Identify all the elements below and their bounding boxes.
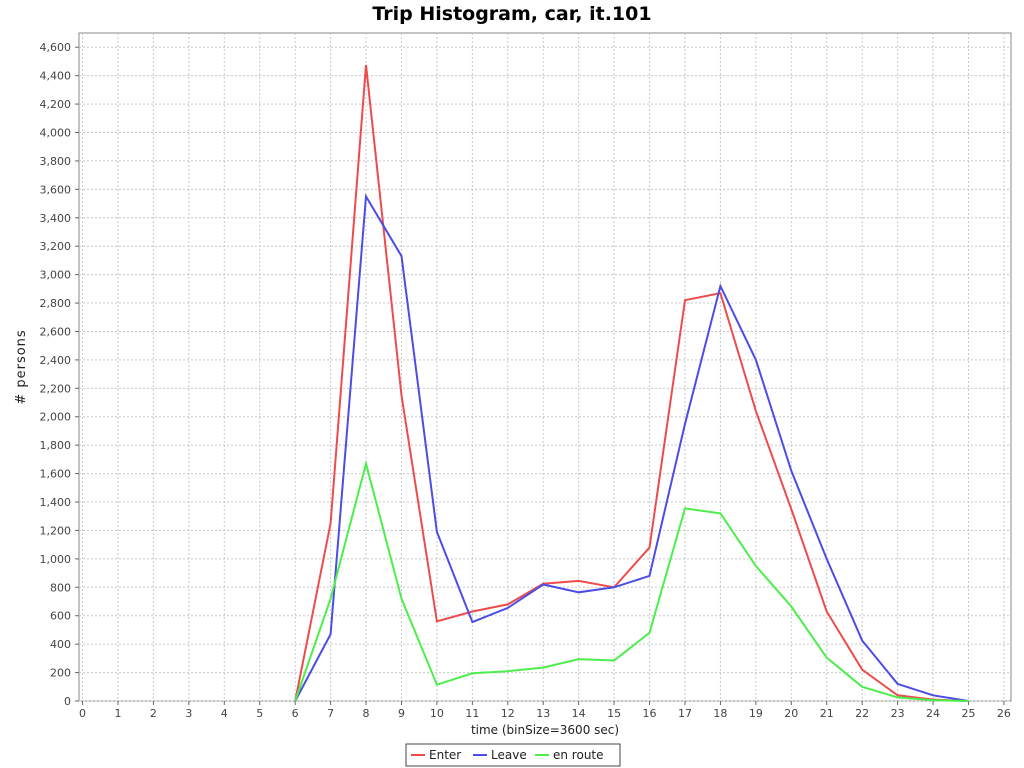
legend-label-leave: Leave bbox=[491, 748, 527, 762]
y-tick-label: 800 bbox=[50, 581, 71, 594]
x-tick-label: 5 bbox=[256, 707, 263, 720]
x-tick-label: 18 bbox=[713, 707, 727, 720]
y-tick-label: 2,800 bbox=[40, 297, 72, 310]
x-tick-label: 6 bbox=[292, 707, 299, 720]
y-tick-label: 3,800 bbox=[40, 155, 72, 168]
y-tick-label: 600 bbox=[50, 610, 71, 623]
series-line-enter bbox=[294, 64, 969, 702]
x-tick-label: 12 bbox=[501, 707, 515, 720]
x-tick-label: 4 bbox=[221, 707, 228, 720]
series-line-en-route bbox=[294, 459, 969, 702]
x-tick-label: 15 bbox=[607, 707, 621, 720]
y-tick-label: 1,400 bbox=[40, 496, 72, 509]
y-tick-label: 1,800 bbox=[40, 439, 72, 452]
y-tick-label: 3,000 bbox=[40, 269, 72, 282]
series-lines bbox=[294, 64, 969, 702]
y-tick-label: 1,200 bbox=[40, 524, 72, 537]
x-tick-label: 1 bbox=[114, 707, 121, 720]
y-tick-label: 2,200 bbox=[40, 382, 72, 395]
x-tick-label: 20 bbox=[784, 707, 798, 720]
y-tick-label: 200 bbox=[50, 667, 71, 680]
x-tick-label: 3 bbox=[185, 707, 192, 720]
x-tick-label: 7 bbox=[327, 707, 334, 720]
y-tick-label: 4,000 bbox=[40, 126, 72, 139]
legend-frame bbox=[405, 743, 621, 767]
y-tick-label: 3,400 bbox=[40, 212, 72, 225]
y-tick-label: 2,400 bbox=[40, 354, 72, 367]
y-tick-label: 400 bbox=[50, 638, 71, 651]
x-tick-label: 17 bbox=[678, 707, 692, 720]
y-tick-label: 2,000 bbox=[40, 411, 72, 424]
y-tick-label: 3,600 bbox=[40, 183, 72, 196]
y-tick-label: 1,000 bbox=[40, 553, 72, 566]
x-tick-label: 0 bbox=[79, 707, 86, 720]
y-tick-label: 3,200 bbox=[40, 240, 72, 253]
x-tick-label: 9 bbox=[398, 707, 405, 720]
x-tick-label: 10 bbox=[430, 707, 444, 720]
y-tick-label: 4,200 bbox=[40, 98, 72, 111]
y-tick-label: 1,600 bbox=[40, 468, 72, 481]
legend: Enter Leave en route bbox=[405, 743, 621, 767]
y-tick-label: 4,400 bbox=[40, 70, 72, 83]
y-tick-label: 4,600 bbox=[40, 41, 72, 54]
x-tick-label: 13 bbox=[536, 707, 550, 720]
x-tick-label: 24 bbox=[926, 707, 940, 720]
x-tick-label: 2 bbox=[150, 707, 157, 720]
x-tick-label: 22 bbox=[855, 707, 869, 720]
x-tick-label: 25 bbox=[961, 707, 975, 720]
series-line-leave bbox=[294, 193, 969, 702]
grid-lines bbox=[79, 33, 1011, 702]
y-axis-label: # persons bbox=[14, 329, 29, 404]
legend-label-en-route: en route bbox=[553, 748, 604, 762]
x-tick-label: 21 bbox=[820, 707, 834, 720]
x-tick-label: 19 bbox=[749, 707, 763, 720]
x-tick-label: 14 bbox=[572, 707, 586, 720]
x-tick-label: 23 bbox=[891, 707, 905, 720]
axes: 0 1 2 3 4 5 6 7 8 9 10 11 12 13 14 15 16 17 18 19 20 21 22 23 24… bbox=[40, 41, 1011, 720]
x-tick-label: 26 bbox=[997, 707, 1011, 720]
chart-title: Trip Histogram, car, it.101 bbox=[372, 3, 651, 25]
x-tick-label: 8 bbox=[363, 707, 370, 720]
x-tick-label: 16 bbox=[643, 707, 657, 720]
x-axis-label: time (binSize=3600 sec) bbox=[471, 723, 619, 737]
legend-label-enter: Enter bbox=[429, 748, 461, 762]
y-tick-label: 2,600 bbox=[40, 325, 72, 338]
y-tick-label: 0 bbox=[64, 695, 71, 708]
x-tick-label: 11 bbox=[465, 707, 479, 720]
plot-area bbox=[78, 32, 1012, 702]
